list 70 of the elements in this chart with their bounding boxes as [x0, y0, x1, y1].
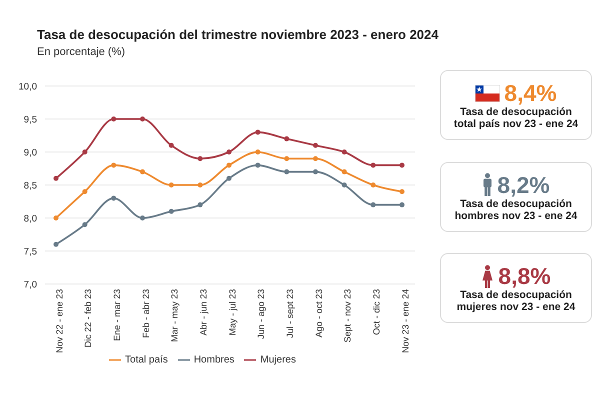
point	[111, 116, 116, 122]
chart-title: Tasa de desocupación del trimestre noviembre 2023 - enero 2024	[37, 27, 438, 42]
point	[255, 150, 260, 154]
point	[255, 162, 260, 168]
legend-label: Hombres	[194, 354, 234, 366]
point	[342, 169, 347, 174]
text: Tasa de desocupación total país nov 23 - ene 24	[454, 106, 578, 130]
text: Tasa de desocupación hombres nov 23 - ene 24	[454, 198, 578, 222]
point	[370, 162, 376, 168]
point	[370, 202, 376, 208]
point	[400, 162, 404, 168]
point	[198, 156, 203, 162]
y-tick-label: 7,0	[24, 279, 37, 290]
y-tick-label: 7,5	[24, 246, 37, 258]
legend-label: Total país	[125, 354, 168, 366]
point	[82, 150, 88, 154]
chart-subtitle: En porcentaje (%)	[37, 46, 126, 58]
x-tick-label: Nov 23 - ene 24	[400, 289, 410, 354]
x-tick-label: Mar - may 23	[170, 289, 180, 342]
point	[226, 162, 232, 168]
point	[82, 189, 88, 194]
y-tick-label: 8,5	[24, 180, 37, 192]
point	[198, 182, 203, 188]
x-tick-label: Oct - dic 23	[372, 289, 382, 336]
text: 8,2%	[497, 172, 550, 198]
x-tick-label: Jun - ago 23	[256, 289, 266, 340]
y-tick-label: 9,0	[24, 147, 37, 158]
point	[140, 116, 145, 122]
x-tick-label: Jul - sept 23	[285, 289, 296, 338]
point	[111, 196, 116, 201]
x-tick-label: Abr - jun 23	[198, 289, 209, 336]
point	[140, 216, 145, 220]
point	[168, 142, 174, 148]
x-tick-label: Ene - mar 23	[112, 289, 122, 342]
point	[54, 242, 58, 247]
text: Tasa de desocupación mujeres nov 23 - ene 24	[456, 289, 576, 313]
x-tick-label: Dic 22 - feb 23	[83, 289, 94, 348]
point	[400, 189, 404, 194]
x-tick-label: Feb - abr 23	[140, 289, 151, 338]
point	[400, 202, 404, 208]
x-tick-label: Ago - oct 23	[314, 289, 324, 338]
point	[54, 216, 58, 220]
point	[284, 156, 290, 162]
point	[284, 169, 290, 174]
point	[226, 176, 232, 181]
y-tick-label: 9,5	[24, 114, 37, 126]
point	[313, 169, 318, 174]
point	[198, 202, 203, 208]
point	[54, 176, 58, 181]
text: 8,8%	[498, 263, 551, 289]
point	[168, 208, 174, 214]
point	[313, 142, 318, 148]
legend-label: Mujeres	[260, 354, 296, 366]
point	[313, 156, 318, 162]
point	[226, 150, 232, 154]
point	[168, 182, 174, 188]
point	[111, 162, 116, 168]
point	[342, 150, 347, 154]
x-tick-label: May - jul 23	[227, 289, 238, 336]
point	[82, 222, 88, 228]
x-tick-label: Nov 22 - ene 23	[54, 289, 64, 354]
point	[370, 182, 376, 188]
point	[284, 136, 290, 142]
point	[140, 169, 145, 174]
point	[342, 182, 347, 188]
y-tick-label: 8,0	[24, 213, 37, 224]
text: 8,4%	[504, 80, 557, 106]
y-tick-label: 10,0	[18, 81, 37, 92]
point	[255, 130, 260, 135]
x-tick-label: Sept - nov 23	[342, 289, 353, 343]
